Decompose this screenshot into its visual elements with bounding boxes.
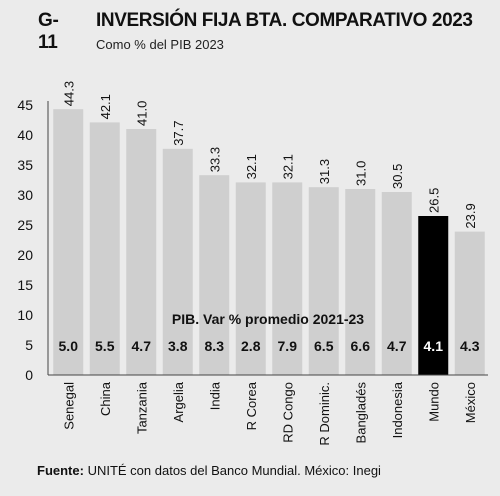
gdp-growth-label: 8.3 [205,338,225,354]
bar-banglad-s [345,189,376,375]
x-tick-label: Senegal [61,382,76,430]
bar-india [199,175,230,375]
bar-r-corea [235,182,266,375]
bar-china [89,122,120,376]
bar-indonesia [381,192,412,375]
x-tick-label: Argelia [171,381,186,422]
y-tick-label: 40 [17,127,33,143]
bar-value-label: 26.5 [426,188,441,213]
x-tick-label: México [463,382,478,423]
x-tick-label: China [98,381,113,416]
y-tick-label: 30 [17,187,33,203]
source-note: Fuente: UNITÉ con datos del Banco Mundia… [37,463,381,478]
bar-mundo [418,216,449,375]
x-tick-label: Indonesia [390,381,405,438]
gdp-growth-label: 2.8 [241,338,261,354]
chart-subtitle: Como % del PIB 2023 [96,37,224,52]
bar-value-label: 41.0 [134,101,149,126]
bar-value-label: 31.3 [317,159,332,184]
source-text: UNITÉ con datos del Banco Mundial. Méxic… [83,463,381,478]
bar-value-label: 30.5 [390,164,405,189]
y-tick-label: 35 [17,157,33,173]
y-tick-label: 25 [17,217,33,233]
bar-value-label: 42.1 [98,94,113,119]
x-tick-label: India [207,381,222,410]
gdp-growth-label: 3.8 [168,338,188,354]
figure-id: G-11 [38,10,59,53]
gdp-growth-label: 7.9 [278,338,298,354]
x-tick-label: R Dominic. [317,382,332,446]
y-tick-label: 15 [17,277,33,293]
y-tick-label: 5 [25,337,33,353]
x-tick-label: Tanzania [134,381,149,434]
y-tick-label: 10 [17,307,33,323]
bar-argelia [162,148,193,375]
y-tick-label: 20 [17,247,33,263]
x-tick-label: RD Congo [280,382,295,443]
gdp-growth-label: 4.7 [132,338,152,354]
bar-m-xico [454,231,485,375]
bar-value-label: 32.1 [244,154,259,179]
y-tick-label: 0 [25,367,33,383]
gdp-growth-label: 4.3 [460,338,480,354]
gdp-growth-label: 4.1 [424,338,444,354]
bar-value-label: 37.7 [171,120,186,145]
gdp-growth-label: 6.6 [351,338,371,354]
chart-title: INVERSIÓN FIJA BTA. COMPARATIVO 2023 [96,10,473,31]
annotation-title: PIB. Var % promedio 2021-23 [172,311,364,327]
bar-senegal [53,109,84,375]
bar-value-label: 23.9 [463,203,478,228]
bar-r-dominic- [308,187,339,375]
bar-value-label: 32.1 [280,154,295,179]
x-tick-label: R Corea [244,381,259,430]
gdp-growth-label: 6.5 [314,338,334,354]
bar-rd-congo [272,182,303,375]
bar-tanzania [126,129,157,375]
x-tick-label: Bangladés [353,382,368,444]
bar-value-label: 31.0 [353,161,368,186]
bar-value-label: 44.3 [61,81,76,106]
y-tick-label: 45 [17,97,33,113]
gdp-growth-label: 4.7 [387,338,407,354]
gdp-growth-label: 5.5 [95,338,115,354]
source-label: Fuente: [37,463,84,478]
bar-value-label: 33.3 [207,147,222,172]
x-tick-label: Mundo [426,382,441,422]
gdp-growth-label: 5.0 [59,338,79,354]
